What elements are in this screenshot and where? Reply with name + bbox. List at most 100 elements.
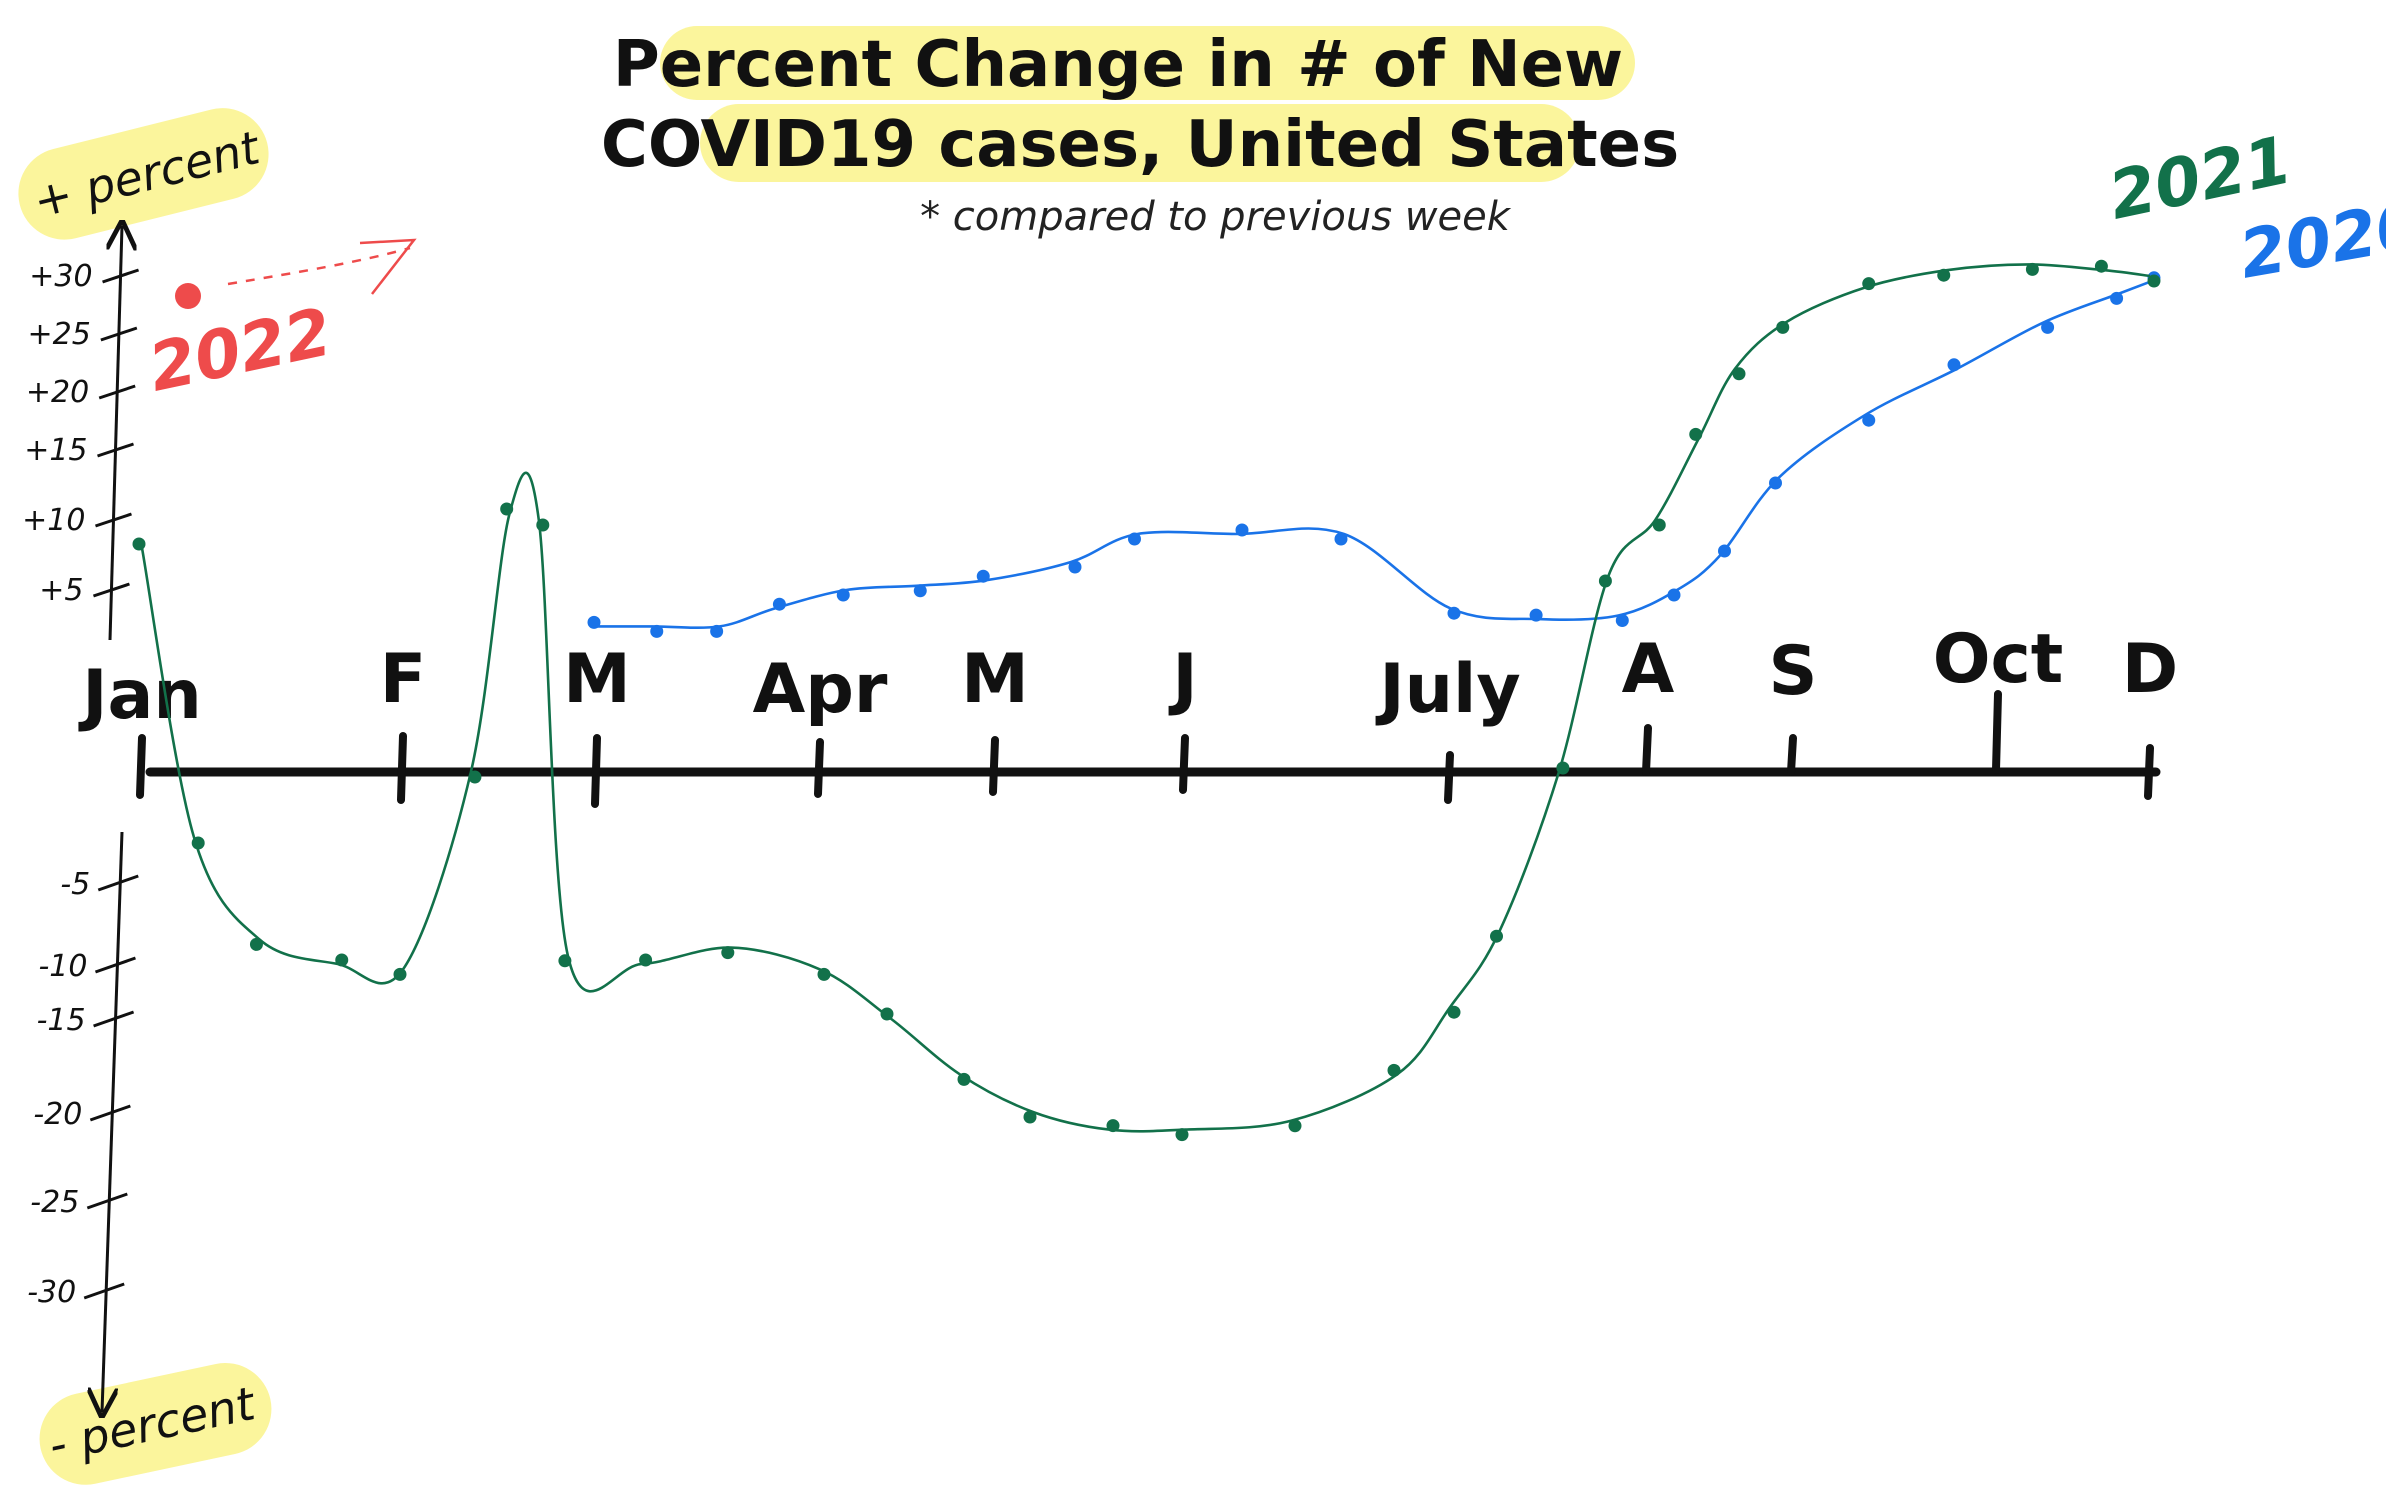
- series-2021-point: [1556, 761, 1570, 775]
- y-tick-label: -25: [30, 1185, 79, 1220]
- chart-title-line-2: COVID19 cases, United States: [601, 108, 1679, 182]
- chart-note: * compared to previous week: [920, 194, 1512, 240]
- series-2020-point: [2041, 320, 2055, 334]
- x-tick-mark: [814, 738, 824, 798]
- x-tick-mark: [1444, 751, 1454, 804]
- x-tick-label: M: [961, 640, 1029, 719]
- series-2020-point: [1128, 532, 1141, 546]
- title-highlight-2: [700, 104, 1580, 182]
- x-tick-mark: [591, 734, 601, 808]
- series-2021-point: [1023, 1110, 1037, 1124]
- series-2020-point: [1068, 560, 1082, 574]
- series-2020-point: [587, 615, 601, 629]
- series-2021-point: [1175, 1128, 1189, 1142]
- series-2020-point: [1334, 532, 1348, 546]
- series-2021-point: [721, 946, 735, 960]
- y-tick-label: +20: [26, 375, 89, 410]
- x-tick-mark: [989, 736, 999, 796]
- y-tick-mark: [89, 1104, 131, 1122]
- series-2021-point: [1862, 277, 1876, 291]
- x-tick-label: A: [1622, 630, 1675, 709]
- series-2020-line: [597, 280, 2151, 630]
- y-tick-mark: [100, 326, 138, 342]
- series-2020-point: [2110, 291, 2124, 305]
- series-2021-point: [1732, 367, 1746, 381]
- series-2021-point: [1776, 320, 1790, 334]
- series-2022-point: [175, 283, 201, 309]
- title-highlight-1: [660, 26, 1635, 100]
- series-2021-point: [468, 770, 482, 784]
- x-tick-mark: [136, 734, 146, 799]
- series-2021-point: [500, 502, 514, 516]
- series-2020-point: [836, 588, 850, 602]
- x-tick-label: July: [1375, 650, 1520, 729]
- series-2021-point: [817, 967, 831, 981]
- y-tick-mark: [86, 1192, 128, 1210]
- series-2021-point: [335, 953, 349, 967]
- x-tick-mark: [1787, 734, 1797, 776]
- x-tick-label: Jan: [78, 656, 202, 735]
- series-2021-point: [393, 967, 407, 981]
- y-ticks: +30 +25 +20 +15 +10 +5 -5 -10 -15 -20 -25 -30: [22, 259, 140, 1310]
- x-tick-mark: [1179, 734, 1189, 794]
- x-tick-label: Apr: [753, 650, 888, 729]
- series-2021-point: [1652, 518, 1666, 532]
- x-tick-label: M: [563, 640, 631, 719]
- series-2022-arrow-head: [359, 238, 417, 295]
- y-tick-mark: [102, 268, 140, 284]
- series-2020-point: [1447, 606, 1461, 620]
- y-tick-label: -15: [37, 1003, 86, 1038]
- positive-label-highlight: [18, 108, 269, 240]
- y-tick-mark: [93, 1010, 135, 1028]
- series-2020-point: [1667, 588, 1681, 602]
- y-axis-positive: [110, 226, 122, 641]
- series-2021-point: [249, 937, 263, 951]
- series-2020-point: [1235, 523, 1249, 537]
- y-tick-mark: [98, 384, 136, 400]
- y-tick-mark: [92, 582, 130, 598]
- y-tick-mark: [94, 956, 136, 974]
- series-2021-point: [1387, 1063, 1401, 1077]
- series-2020-point: [772, 597, 786, 611]
- y-axis-negative: [102, 831, 124, 1412]
- y-tick-mark: [83, 1282, 125, 1300]
- series-2021-point: [536, 518, 550, 532]
- series-2021-line: [140, 263, 2151, 1133]
- y-tick-label: +5: [39, 573, 83, 608]
- y-tick-mark: [97, 874, 139, 892]
- series-2021-point: [1689, 427, 1703, 441]
- series-2021-point: [880, 1007, 894, 1021]
- x-tick-mark: [397, 732, 407, 804]
- series-2020-point: [1529, 608, 1543, 622]
- y-tick-label: +30: [29, 259, 92, 294]
- x-ticks: Jan F M Apr M J July A S Oct D: [78, 620, 2178, 808]
- y-tick-label: -10: [38, 949, 87, 984]
- series-2021-point: [191, 836, 205, 850]
- series-2020-point: [650, 624, 664, 638]
- series-2021-point: [639, 953, 653, 967]
- y-tick-label: -30: [27, 1275, 76, 1310]
- series-2020-point: [976, 569, 990, 583]
- series-2021-point: [132, 537, 146, 551]
- series-2021-point: [1598, 574, 1612, 588]
- y-tick-label: -5: [60, 867, 90, 902]
- series-2021-point: [2094, 259, 2108, 273]
- series-2022-arrow: [227, 246, 411, 286]
- y-tick-label: +10: [22, 503, 85, 538]
- series-2020-point: [913, 584, 927, 598]
- x-tick-label: S: [1769, 632, 1818, 711]
- y-tick-label: -20: [33, 1097, 82, 1132]
- y-tick-mark: [95, 512, 132, 528]
- series-2021-point: [1288, 1119, 1302, 1133]
- series-2020-point: [1947, 358, 1961, 372]
- series-2021-point: [2025, 262, 2039, 276]
- series-2021-point: [957, 1072, 971, 1086]
- series-2021-point: [1490, 929, 1503, 943]
- chart-title-line-1: Percent Change in # of New: [613, 28, 1623, 102]
- series-2020-point: [1718, 544, 1731, 558]
- series-2022-label: 2022: [142, 293, 338, 407]
- series-2021-point: [2147, 274, 2161, 288]
- series-2021-point: [558, 954, 572, 968]
